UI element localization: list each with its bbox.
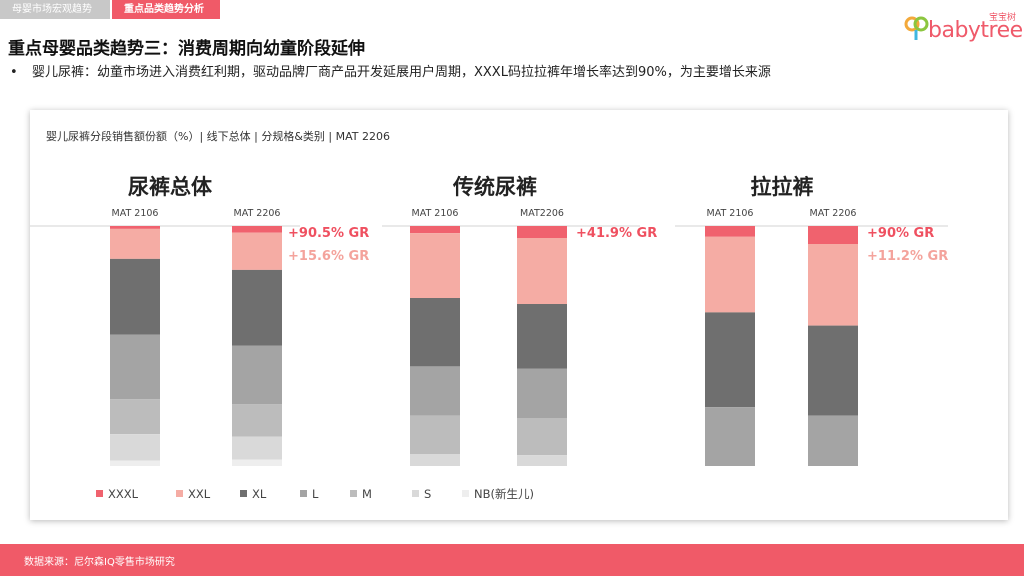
bar-segment-xxl — [705, 236, 755, 313]
bar-segment-s — [410, 454, 460, 466]
babytree-logo-text: babytree — [928, 18, 1023, 43]
legend-swatch-m — [350, 490, 357, 497]
legend-label-s: S — [424, 487, 431, 501]
bar-segment-xxl — [110, 228, 160, 259]
bar-segment-l — [808, 415, 858, 466]
legend-label-xxl: XXL — [188, 487, 211, 501]
bar-segment-m — [232, 404, 282, 437]
bar-period-label: MAT 2106 — [707, 208, 754, 219]
stacked-bar-chart: 婴儿尿裤分段销售额份额（%）| 线下总体 | 分规格&类别 | MAT 2206… — [30, 129, 948, 501]
bar-segment-xxxl — [517, 226, 567, 238]
bullet-text: 婴儿尿裤：幼童市场进入消费红利期，驱动品牌厂商产品开发延展用户周期，XXXL码拉… — [32, 65, 771, 80]
bar-segment-s — [110, 434, 160, 461]
group-title: 尿裤总体 — [128, 175, 213, 199]
legend-label-xl: XL — [252, 487, 267, 501]
legend-swatch-xl — [240, 490, 247, 497]
section-tabs: 母婴市场宏观趋势 重点品类趋势分析 — [0, 0, 220, 19]
bar-segment-xxl — [517, 238, 567, 304]
legend-label-m: M — [362, 487, 372, 501]
tab-category-trend-analysis[interactable]: 重点品类趋势分析 — [112, 0, 220, 19]
bar-segment-xl — [410, 298, 460, 367]
growth-annotation: +41.9% GR — [576, 226, 657, 241]
legend-swatch-l — [300, 490, 307, 497]
legend-swatch-s — [412, 490, 419, 497]
bar-segment-xxxl — [232, 226, 282, 233]
legend-swatch-xxl — [176, 490, 183, 497]
legend-swatch-nb — [462, 490, 469, 497]
legend-swatch-xxxl — [96, 490, 103, 497]
chart-card: 婴儿尿裤分段销售额份额（%）| 线下总体 | 分规格&类别 | MAT 2206… — [30, 110, 1008, 520]
bar-segment-l — [232, 345, 282, 405]
bar-segment-nb — [110, 460, 160, 466]
bar-period-label: MAT 2106 — [412, 208, 459, 219]
bar-segment-m — [410, 415, 460, 454]
babytree-logo-icon — [904, 16, 929, 40]
babytree-logo: babytree 宝宝树 — [902, 8, 1023, 44]
babytree-logo-cn-text: 宝宝树 — [988, 13, 1016, 23]
bar-segment-xxxl — [705, 226, 755, 237]
bar-segment-m — [110, 399, 160, 435]
footer-bar: 数据来源：尼尔森IQ零售市场研究 — [0, 544, 1024, 576]
growth-annotation: +90.5% GR — [288, 226, 369, 241]
bar-segment-nb — [232, 459, 282, 466]
bar-period-label: MAT2206 — [520, 208, 564, 219]
bar-segment-xxxl — [410, 226, 460, 234]
bar-segment-xl — [705, 312, 755, 408]
growth-annotation: +15.6% GR — [288, 249, 369, 264]
bar-segment-l — [705, 407, 755, 466]
bar-segment-s — [517, 455, 567, 466]
bar-segment-xxl — [232, 232, 282, 270]
bar-period-label: MAT 2206 — [810, 208, 857, 219]
bar-segment-xl — [808, 325, 858, 416]
bullet-point: • 婴儿尿裤：幼童市场进入消费红利期，驱动品牌厂商产品开发延展用户周期，XXXL码… — [10, 61, 771, 80]
bar-segment-xxxl — [808, 226, 858, 244]
bar-segment-xxl — [808, 244, 858, 326]
legend-label-nb: NB(新生儿) — [474, 487, 534, 501]
bar-segment-l — [517, 368, 567, 418]
group-title: 传统尿裤 — [452, 175, 537, 199]
bar-segment-s — [232, 436, 282, 460]
growth-annotation: +90% GR — [867, 226, 934, 241]
legend-label-l: L — [312, 487, 319, 501]
bar-period-label: MAT 2206 — [234, 208, 281, 219]
bar-segment-xl — [517, 304, 567, 369]
tab-market-macro-trend[interactable]: 母婴市场宏观趋势 — [0, 0, 110, 19]
legend-label-xxxl: XXXL — [108, 487, 139, 501]
bar-segment-xl — [232, 269, 282, 346]
bar-segment-l — [410, 366, 460, 416]
page-title: 重点母婴品类趋势三：消费周期向幼童阶段延伸 — [8, 39, 365, 59]
bar-segment-l — [110, 334, 160, 400]
bar-segment-xxxl — [110, 226, 160, 229]
growth-annotation: +11.2% GR — [867, 249, 948, 264]
bullet-marker: • — [10, 65, 18, 80]
data-source-note: 数据来源：尼尔森IQ零售市场研究 — [24, 557, 175, 568]
chart-title: 婴儿尿裤分段销售额份额（%）| 线下总体 | 分规格&类别 | MAT 2206 — [46, 129, 390, 143]
bar-period-label: MAT 2106 — [112, 208, 159, 219]
group-title: 拉拉裤 — [751, 175, 814, 199]
bar-segment-xl — [110, 258, 160, 335]
bar-segment-xxl — [410, 233, 460, 298]
bar-segment-m — [517, 418, 567, 456]
